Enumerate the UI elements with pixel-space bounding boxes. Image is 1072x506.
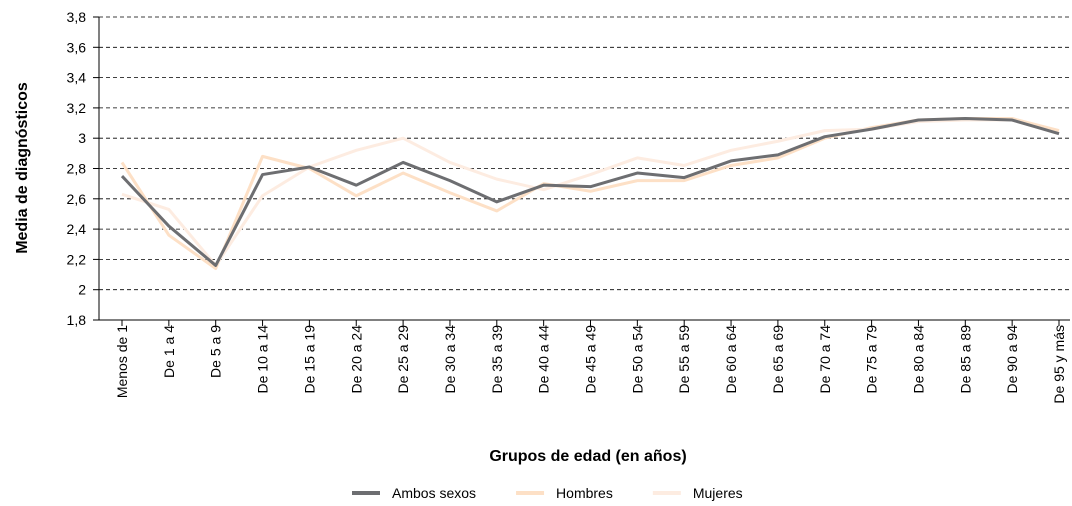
y-tick-label: 1,8 — [67, 312, 87, 328]
x-tick-label: De 95 y más — [1051, 325, 1067, 404]
x-tick-label: De 55 a 59 — [676, 325, 692, 394]
series-line — [121, 118, 1060, 267]
x-tick-label: De 40 a 44 — [536, 325, 552, 394]
y-tick-label: 3 — [78, 130, 86, 146]
y-tick-label: 2,2 — [67, 251, 87, 267]
x-tick-label: De 80 a 84 — [910, 325, 926, 394]
x-tick-label: De 20 a 24 — [348, 325, 364, 394]
x-tick-label: De 1 a 4 — [161, 325, 177, 378]
legend-label: Ambos sexos — [392, 485, 476, 501]
y-tick-label: 3,2 — [67, 100, 87, 116]
x-tick-label: De 65 a 69 — [770, 325, 786, 394]
x-tick-label: De 25 a 29 — [395, 325, 411, 394]
y-tick-label: 2,6 — [67, 191, 87, 207]
y-axis-title: Media de diagnósticos — [14, 82, 31, 254]
legend-label: Mujeres — [693, 485, 743, 501]
y-tick-label: 2,8 — [67, 161, 87, 177]
x-tick-label: De 90 a 94 — [1004, 325, 1020, 394]
x-tick-label: De 50 a 54 — [629, 325, 645, 394]
y-tick-label: 2,4 — [67, 221, 87, 237]
x-tick-label: De 85 a 89 — [957, 325, 973, 394]
x-tick-label: De 60 a 64 — [723, 325, 739, 394]
x-axis-title: Grupos de edad (en años) — [489, 448, 686, 465]
y-tick-label: 3,8 — [67, 9, 87, 25]
legend-label: Hombres — [556, 485, 613, 501]
y-tick-label: 3,4 — [67, 70, 87, 86]
series-line — [120, 117, 1060, 270]
x-tick-label: De 75 a 79 — [864, 325, 880, 394]
series-line — [120, 117, 1060, 267]
x-tick-label: De 30 a 34 — [442, 325, 458, 394]
x-tick-label: De 5 a 9 — [208, 325, 224, 378]
y-tick-label: 2 — [78, 282, 86, 298]
x-tick-label: De 70 a 74 — [817, 325, 833, 394]
x-tick-label: De 15 a 19 — [301, 325, 317, 394]
y-tick-label: 3,6 — [67, 39, 87, 55]
x-tick-label: De 35 a 39 — [489, 325, 505, 394]
x-tick-label: Menos de 1 — [114, 325, 130, 398]
x-tick-label: De 10 a 14 — [255, 325, 271, 394]
x-tick-label: De 45 a 49 — [583, 325, 599, 394]
